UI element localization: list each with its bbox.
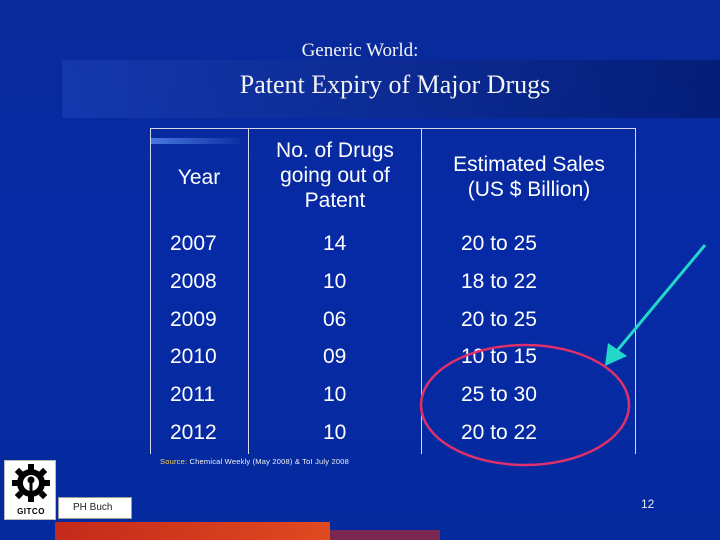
cell-drugs: 10 [323, 270, 347, 293]
cell-drugs: 06 [323, 308, 347, 331]
cell-drugs: 14 [323, 232, 347, 255]
cell-sales: 18 to 22 [461, 270, 537, 293]
gear-icon [12, 464, 50, 502]
header-drugs-line: No. of Drugs [276, 139, 394, 162]
header-sales: Estimated Sales (US $ Billion) [422, 152, 636, 202]
source-label: Source: [160, 457, 188, 466]
cell-year: 2008 [170, 270, 217, 293]
cell-year: 2012 [170, 421, 217, 444]
header-drugs: No. of Drugs going out of Patent [249, 138, 421, 213]
slide-subtitle: Generic World: [301, 40, 419, 61]
bottom-accent-bar [55, 522, 330, 540]
page-number: 12 [641, 497, 655, 511]
header-sales-line: (US $ Billion) [467, 178, 591, 201]
slide-title: Patent Expiry of Major Drugs [239, 70, 551, 99]
table-divider [248, 128, 249, 454]
cell-year: 2007 [170, 232, 217, 255]
header-drugs-line: Patent [304, 189, 366, 212]
highlight-ellipse [419, 343, 631, 467]
cell-drugs: 10 [323, 421, 347, 444]
bottom-accent-bar [330, 530, 440, 540]
cell-sales: 20 to 25 [461, 308, 537, 331]
cell-drugs: 10 [323, 383, 347, 406]
cell-sales: 25 to 30 [461, 383, 537, 406]
cell-sales: 20 to 25 [461, 232, 537, 255]
source-text: Chemical Weekly (May 2008) & ToI July 20… [187, 457, 349, 466]
pointer-arrow-icon [605, 244, 707, 366]
cell-year: 2009 [170, 308, 217, 331]
header-sales-line: Estimated Sales [453, 153, 605, 176]
header-drugs-line: going out of [280, 164, 390, 187]
patent-table [150, 128, 636, 454]
source-note: Source: Chemical Weekly (May 2008) & ToI… [160, 457, 349, 466]
cell-year: 2011 [170, 383, 216, 406]
gitco-logo: GITCO [4, 460, 56, 520]
accent-bar [150, 138, 240, 144]
header-year: Year [177, 166, 221, 189]
title-band [62, 60, 720, 118]
cell-drugs: 09 [323, 345, 347, 368]
logo-text: GITCO [17, 507, 45, 516]
cell-sales: 20 to 22 [461, 421, 537, 444]
cell-year: 2010 [170, 345, 217, 368]
author-box: PH Buch [58, 497, 132, 519]
table-divider [421, 128, 422, 454]
